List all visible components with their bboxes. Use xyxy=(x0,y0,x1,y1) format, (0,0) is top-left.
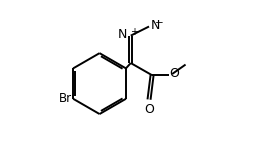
Text: +: + xyxy=(130,27,138,37)
Text: N: N xyxy=(118,28,127,41)
Text: O: O xyxy=(144,103,154,116)
Text: Br: Br xyxy=(58,92,72,105)
Text: −: − xyxy=(155,18,164,28)
Text: O: O xyxy=(170,67,179,80)
Text: N: N xyxy=(151,19,160,32)
